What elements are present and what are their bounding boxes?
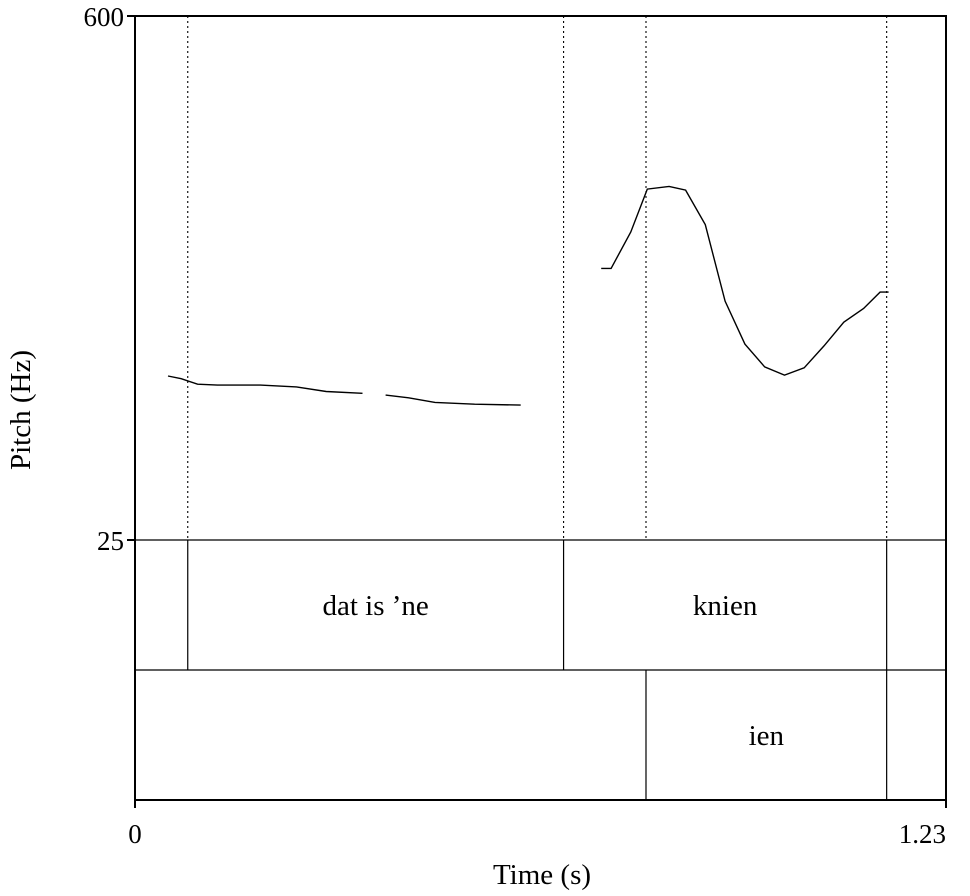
y-tick-label-max: 600: [84, 2, 125, 32]
pitch-contour-segment: [601, 185, 889, 376]
y-axis-title: Pitch (Hz): [5, 350, 37, 470]
pitch-contour-segment: [167, 375, 363, 394]
annotation-tiers: dat is ’ne knien ien: [187, 540, 888, 800]
x-axis-title: Time (s): [493, 859, 591, 891]
pitch-contour: [167, 185, 889, 406]
y-tick-label-min: 25: [97, 526, 124, 556]
tier-1-label: knien: [693, 590, 758, 622]
tier-1-label: dat is ’ne: [323, 590, 429, 622]
x-tick-label-max: 1.23: [899, 819, 946, 849]
x-tick-label-min: 0: [128, 819, 142, 849]
tier-2-label: ien: [749, 720, 785, 752]
pitch-contour-segment: [385, 394, 521, 406]
plot-frame: [134, 15, 947, 801]
boundary-lines: [187, 16, 888, 540]
axes: 600 25 0 1.23 Time (s) Pitch (Hz): [5, 2, 947, 891]
pitch-panel-border: [134, 15, 947, 801]
